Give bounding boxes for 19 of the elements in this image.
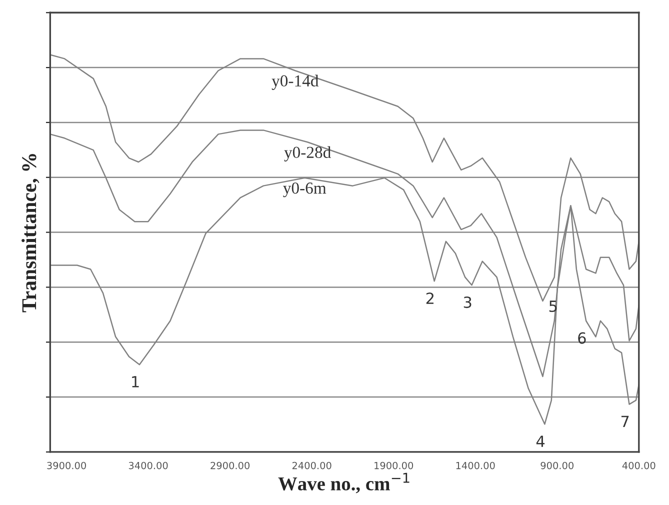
x-tick-label: 2900.00 <box>210 462 250 470</box>
annotation: 1 <box>132 376 139 388</box>
series-label: y0-6m <box>283 182 326 198</box>
annotation: 7 <box>621 416 629 428</box>
x-tick-label: 1400.00 <box>456 462 495 470</box>
annotation: 2 <box>426 292 434 304</box>
x-tick-label: 2400.00 <box>292 462 332 470</box>
x-axis-title: Wave no., cm$^{−1}$ <box>278 472 410 494</box>
annotation: 6 <box>578 332 586 344</box>
x-tick-label: 400.00 <box>622 462 656 470</box>
annotation: 3 <box>464 296 472 308</box>
series-label: y0-14d <box>272 74 319 90</box>
annotation: 4 <box>536 436 545 447</box>
series-label: y0-28d <box>284 146 331 162</box>
y-axis-title: Transmittance, % <box>22 154 40 312</box>
x-tick-label: 3900.00 <box>47 462 86 470</box>
x-tick-label: 3400.00 <box>128 462 168 470</box>
x-tick-label: 900.00 <box>540 462 574 470</box>
x-tick-label: 1900.00 <box>374 462 414 470</box>
